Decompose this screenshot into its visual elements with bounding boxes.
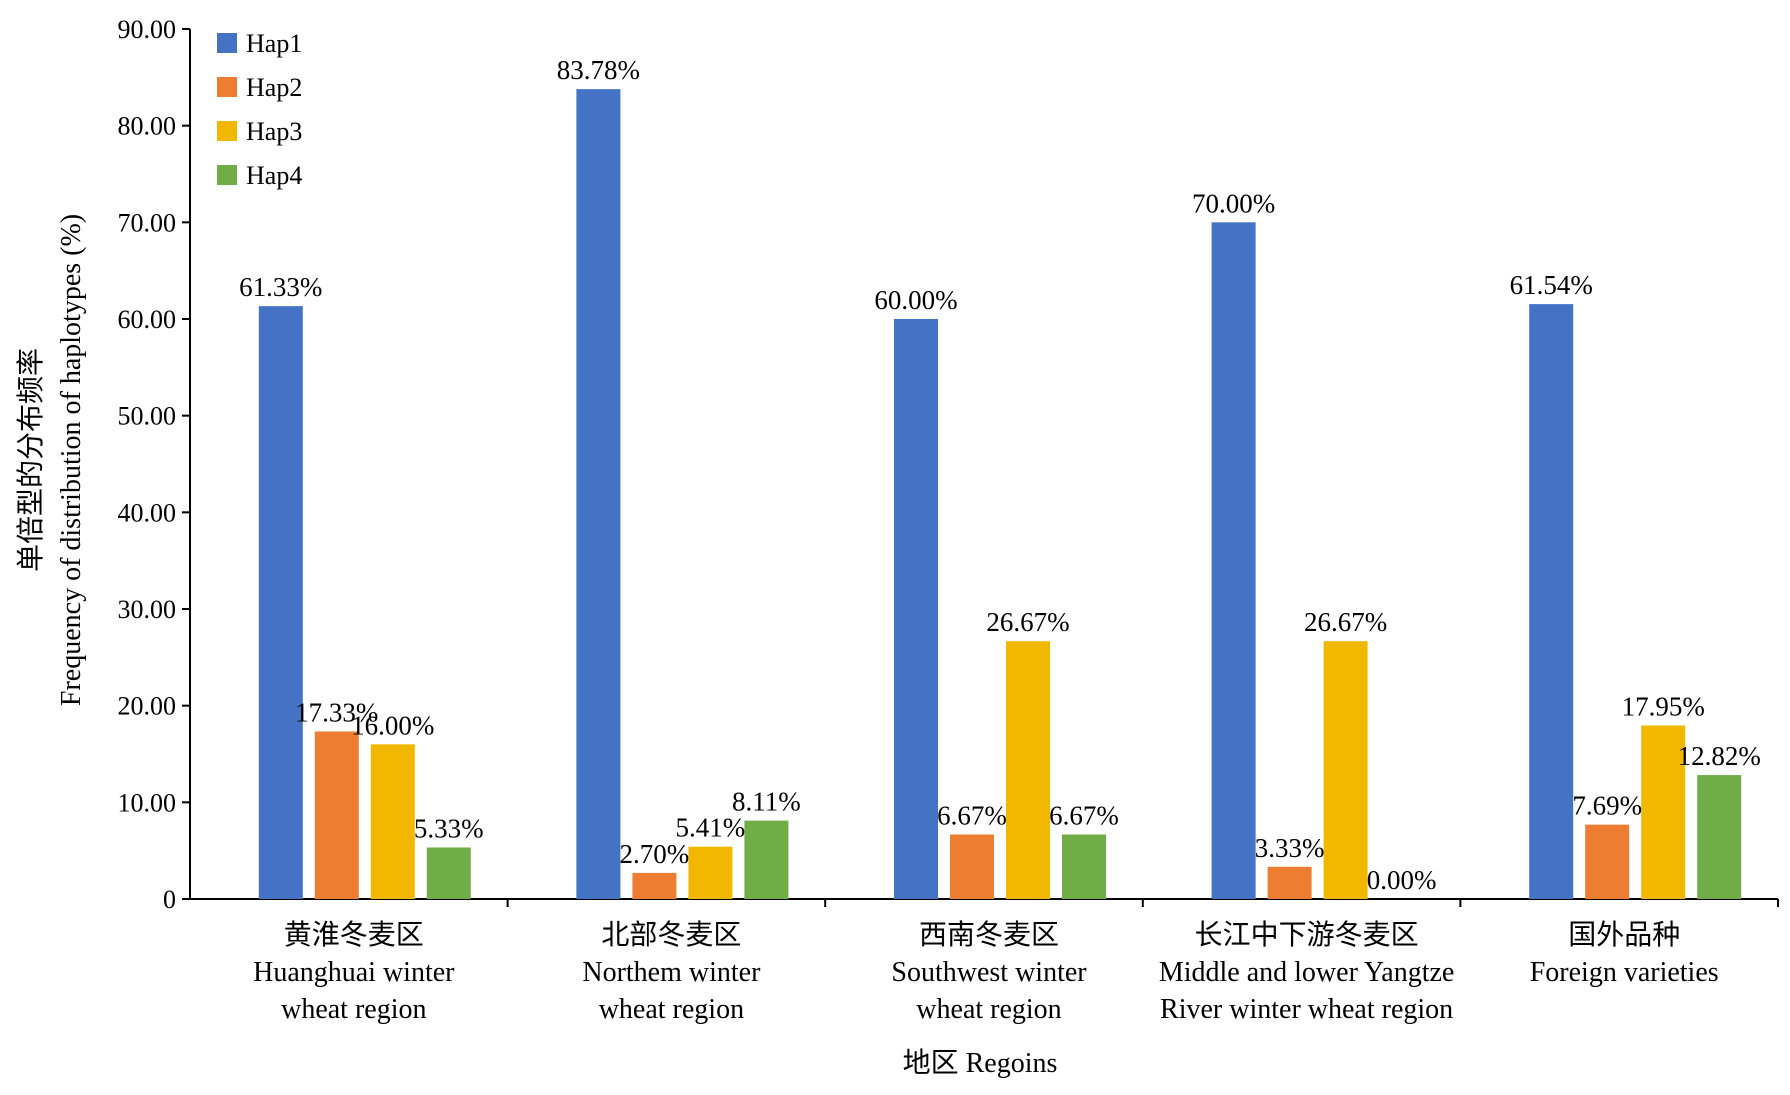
x-category-label: 长江中下游冬麦区	[1195, 919, 1419, 951]
data-label: 26.67%	[986, 607, 1069, 637]
data-label: 12.82%	[1678, 741, 1761, 771]
y-tick-label: 0	[163, 885, 176, 914]
data-label: 3.33%	[1255, 833, 1325, 863]
y-axis-title-cn: 单倍型的分布频率	[15, 348, 47, 572]
data-label: 2.70%	[620, 839, 690, 869]
bar-hap2	[950, 834, 994, 899]
bar-hap2	[1267, 866, 1312, 899]
x-category-label: Middle and lower Yangtze	[1159, 957, 1455, 988]
y-tick-label: 50.00	[118, 402, 177, 431]
bar-hap1	[576, 89, 621, 900]
x-category-label: wheat region	[599, 994, 744, 1025]
data-label: 7.69%	[1572, 791, 1642, 821]
x-category-label: 黄淮冬麦区	[284, 919, 424, 951]
y-axis-title-en: Frequency of distribution of haplotypes …	[56, 214, 87, 706]
bar-hap4	[1697, 775, 1742, 899]
bar-hap2	[1585, 824, 1630, 899]
bar-hap1	[258, 306, 303, 900]
legend-label: Hap2	[246, 73, 302, 102]
x-axis-title: 地区 Regoins	[903, 1047, 1058, 1079]
data-label: 6.67%	[937, 801, 1007, 831]
y-tick-label: 70.00	[118, 208, 177, 237]
bar-hap1	[1529, 304, 1574, 899]
data-label: 70.00%	[1192, 188, 1275, 218]
y-tick-label: 90.00	[118, 15, 177, 44]
legend-swatch-hap3	[217, 121, 237, 141]
bar-hap2	[314, 731, 359, 899]
legend-label: Hap3	[246, 117, 302, 146]
y-tick-label: 20.00	[118, 692, 177, 721]
data-label: 0.00%	[1367, 865, 1437, 895]
y-tick-label: 80.00	[118, 112, 177, 141]
axis-titles: 单倍型的分布频率 Frequency of distribution of hap…	[15, 214, 1057, 1079]
x-category-label: wheat region	[281, 994, 426, 1025]
x-category-label: Northem winter	[582, 957, 761, 988]
data-label: 60.00%	[874, 285, 957, 315]
legend-swatch-hap2	[217, 77, 237, 97]
bar-hap3	[688, 846, 733, 899]
data-label: 16.00%	[351, 710, 434, 740]
x-category-label: 国外品种	[1568, 919, 1680, 951]
x-category-label: River winter wheat region	[1160, 994, 1453, 1025]
data-label: 61.33%	[239, 272, 322, 302]
bar-hap4	[1062, 834, 1106, 899]
legend-swatch-hap1	[217, 33, 237, 53]
x-category-label: Huanghuai winter	[253, 957, 455, 988]
bar-hap1	[894, 319, 938, 899]
bar-hap3	[1641, 725, 1686, 899]
data-label: 6.67%	[1049, 801, 1119, 831]
y-tick-label: 60.00	[118, 305, 177, 334]
data-label: 83.78%	[557, 55, 640, 85]
bars	[258, 89, 1742, 900]
data-label: 8.11%	[732, 787, 801, 817]
y-tick-label: 10.00	[118, 788, 177, 817]
bar-hap4	[426, 847, 471, 899]
bar-hap3	[370, 744, 415, 899]
data-label: 5.41%	[676, 813, 746, 843]
bar-hap3	[1323, 641, 1368, 899]
bar-hap4	[744, 820, 789, 899]
legend-swatch-hap4	[217, 165, 237, 185]
data-label: 61.54%	[1510, 270, 1593, 300]
y-tick-label: 30.00	[118, 595, 177, 624]
legend: Hap1 Hap2 Hap3 Hap4	[217, 29, 302, 190]
axes: 0 10.00 20.00 30.00 40.00 50.00 60.00 70.00 80.0…	[118, 15, 1779, 1025]
x-category-label: Southwest winter	[891, 957, 1087, 988]
legend-label: Hap4	[246, 161, 302, 190]
data-labels: 61.33% 17.33%16.00% 5.33% 83.78% 2.70%5.41%8…	[239, 55, 1761, 895]
data-label: 17.33%	[295, 697, 378, 727]
x-category-label: 西南冬麦区	[919, 919, 1059, 951]
legend-label: Hap1	[246, 29, 302, 58]
bar-hap3	[1006, 641, 1050, 899]
x-category-label: Foreign varieties	[1530, 957, 1719, 988]
bar-hap1	[1211, 222, 1256, 900]
y-tick-label: 40.00	[118, 498, 177, 527]
data-label: 26.67%	[1304, 607, 1387, 637]
data-label: 17.95%	[1622, 691, 1705, 721]
x-category-label: wheat region	[916, 994, 1061, 1025]
data-label: 5.33%	[414, 813, 484, 843]
bar-hap2	[632, 872, 677, 899]
x-category-label: 北部冬麦区	[601, 919, 741, 951]
